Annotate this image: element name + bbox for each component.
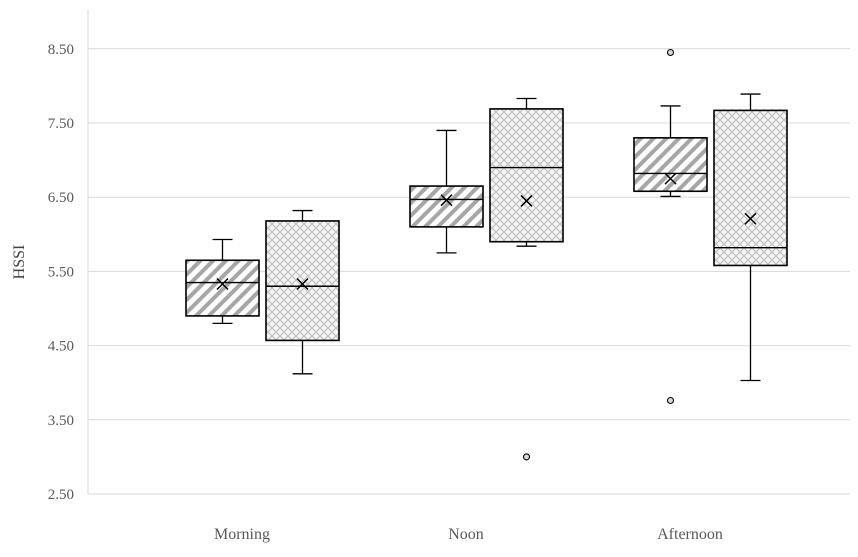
- mean-marker: [440, 194, 453, 207]
- box-iqr: [409, 185, 484, 228]
- mean-marker: [744, 212, 757, 225]
- y-tick-label: 7.50: [48, 116, 74, 132]
- box-0-1: [409, 129, 484, 254]
- box-1-0: [265, 209, 340, 375]
- box-iqr: [265, 220, 340, 342]
- y-tick-labels: 2.50 3.50 4.50 5.50 6.50 7.50 8.50: [48, 42, 74, 503]
- y-tick-label: 2.50: [48, 487, 74, 503]
- box-1-1: [489, 97, 564, 461]
- y-tick-label: 6.50: [48, 190, 74, 206]
- box-0-2: [633, 48, 708, 405]
- outlier-point: [666, 396, 675, 405]
- box-iqr: [185, 259, 260, 317]
- box-0-0: [185, 238, 260, 324]
- box-series: [185, 48, 788, 461]
- category-label: Afternoon: [657, 526, 723, 543]
- mean-marker: [520, 194, 533, 207]
- category-label: Noon: [448, 526, 484, 543]
- y-tick-label: 4.50: [48, 339, 74, 355]
- box-1-2: [713, 93, 788, 382]
- outlier-point: [666, 48, 675, 57]
- y-tick-label: 5.50: [48, 264, 74, 280]
- box-iqr: [633, 137, 708, 193]
- y-tick-label: 8.50: [48, 42, 74, 58]
- y-tick-label: 3.50: [48, 413, 74, 429]
- mean-marker: [296, 277, 309, 291]
- category-label: Morning: [214, 526, 270, 543]
- category-labels: Morning Noon Afternoon: [214, 526, 723, 543]
- box-iqr: [489, 108, 564, 243]
- y-axis-title: HSSI: [11, 245, 28, 280]
- mean-marker: [664, 172, 677, 185]
- outlier-point: [522, 453, 531, 461]
- box-iqr: [713, 109, 788, 267]
- mean-marker: [216, 277, 229, 291]
